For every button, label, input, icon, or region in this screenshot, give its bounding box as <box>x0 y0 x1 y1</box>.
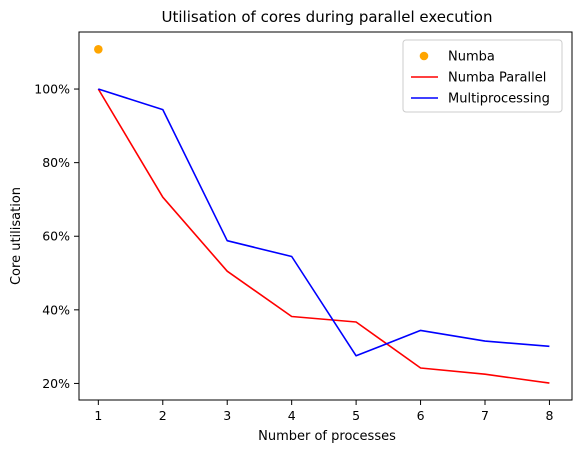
x-tick-label: 7 <box>481 408 489 423</box>
plot-area <box>78 31 573 401</box>
chart-title: Utilisation of cores during parallel exe… <box>162 8 493 26</box>
legend-label-numba: Numba <box>448 50 495 65</box>
y-axis: 20% 40% 60% 80% 100% <box>34 82 79 391</box>
y-tick-label: 40% <box>42 302 70 317</box>
x-tick-label: 4 <box>288 408 296 423</box>
legend-label-multiprocessing: Multiprocessing <box>448 92 550 107</box>
x-tick-label: 3 <box>223 408 231 423</box>
x-tick-label: 5 <box>352 408 360 423</box>
plot-frame <box>78 31 573 401</box>
y-tick-label: 80% <box>42 155 70 170</box>
x-tick-label: 6 <box>417 408 425 423</box>
legend-swatch-numba <box>419 51 429 61</box>
series-line-multiprocessing <box>98 88 550 357</box>
legend-label-numba-parallel: Numba Parallel <box>448 71 546 86</box>
series-line-numba-parallel <box>97 88 550 384</box>
x-axis-label: Number of processes <box>258 429 396 444</box>
y-tick-label: 20% <box>42 376 70 391</box>
y-tick-label: 100% <box>34 82 70 97</box>
x-tick-label: 1 <box>94 408 102 423</box>
x-axis: 1 2 3 4 5 6 7 8 <box>94 400 553 423</box>
x-tick-label: 8 <box>545 408 553 423</box>
x-tick-label: 2 <box>159 408 167 423</box>
scatter-point-numba <box>94 44 103 54</box>
legend-box <box>402 39 563 113</box>
series-layer <box>94 44 550 384</box>
legend: Numba Numba Parallel Multiprocessing <box>402 39 563 113</box>
y-tick-label: 60% <box>42 229 70 244</box>
y-axis-label: Core utilisation <box>9 187 24 285</box>
